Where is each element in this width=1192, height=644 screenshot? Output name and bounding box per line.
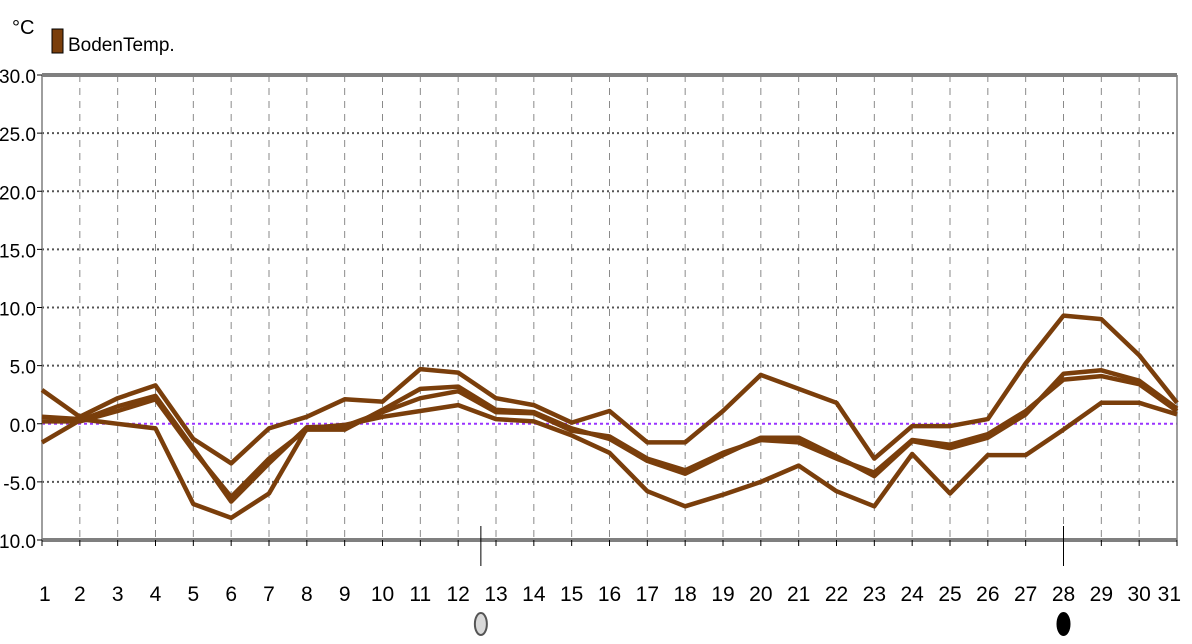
y-tick-label: 15.0: [0, 241, 36, 262]
x-tick-label: 13: [484, 583, 507, 606]
x-tick-label: 22: [825, 583, 848, 606]
x-tick-label: 19: [711, 583, 734, 606]
x-tick-label: 11: [409, 583, 431, 606]
y-tick-label: 10.0: [0, 300, 36, 321]
y-tick-label: 30.0: [0, 67, 36, 88]
x-tick-label: 7: [263, 583, 275, 606]
x-tick-label: 23: [863, 583, 886, 606]
y-tick-label: 5.0: [10, 358, 36, 379]
series-lines: [40, 313, 1179, 521]
x-tick-label: 4: [150, 583, 162, 606]
y-tick-label: -5.0: [3, 474, 36, 495]
x-tick-label: 30: [1127, 583, 1150, 606]
legend: BodenTemp.: [51, 28, 175, 56]
x-axis-ticks: 1 2 3 4 5 6 7 8 9 10 11 12 13 14 15 16 17 18 19 20 21 22 23 24 2…: [39, 540, 1181, 606]
x-tick-label: 26: [976, 583, 999, 606]
x-tick-label: 1: [39, 583, 51, 606]
legend-swatch: [51, 28, 64, 54]
moon-markers: [473, 526, 1071, 636]
legend-label: BodenTemp.: [68, 35, 175, 56]
x-tick-label: 5: [187, 583, 199, 606]
x-tick-label: 28: [1052, 583, 1075, 606]
x-tick-label: 20: [749, 583, 772, 606]
x-tick-label: 12: [446, 583, 469, 606]
x-tick-label: 6: [225, 583, 237, 606]
y-tick-label: 25.0: [0, 125, 36, 146]
x-tick-label: 17: [636, 583, 659, 606]
series-line-3: [40, 373, 1179, 504]
x-tick-label: 16: [598, 583, 621, 606]
x-tick-label: 25: [938, 583, 961, 606]
x-tick-label: 24: [900, 583, 924, 606]
moon-phase-full-icon: [473, 612, 488, 636]
series-line-4: [41, 400, 1178, 521]
x-tick-label: 27: [1014, 583, 1037, 606]
y-tick-label: 0.0: [10, 416, 36, 437]
x-tick-label: 10: [371, 583, 394, 606]
x-tick-label: 14: [522, 583, 546, 606]
x-tick-label: 21: [787, 583, 810, 606]
y-axis-ticks: -10.0 -5.0 0.0 5.0 10.0 15.0 20.0 25.0 30.0: [0, 67, 42, 553]
x-tick-label: 2: [74, 583, 86, 606]
x-tick-label: 3: [112, 583, 124, 606]
x-tick-label: 31: [1158, 583, 1181, 606]
x-tick-label: 15: [560, 583, 583, 606]
moon-phase-new-icon: [1056, 612, 1071, 636]
y-tick-label: 20.0: [0, 183, 36, 204]
x-tick-label: 8: [301, 583, 313, 606]
grid: [42, 75, 1177, 540]
x-tick-label: 9: [339, 583, 351, 606]
x-tick-label: 29: [1090, 583, 1113, 606]
x-tick-label: 18: [673, 583, 696, 606]
y-tick-label: -10.0: [0, 532, 36, 553]
y-unit-label: °C: [12, 17, 34, 39]
series-line-1: [40, 313, 1179, 466]
